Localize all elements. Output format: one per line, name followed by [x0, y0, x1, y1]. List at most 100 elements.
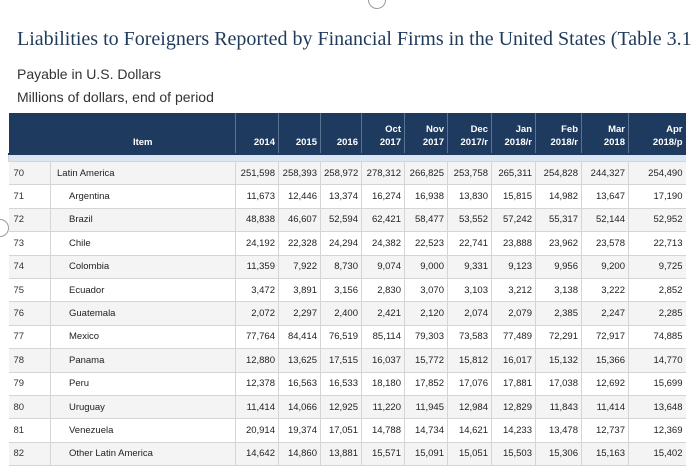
- value-cell: 58,477: [404, 208, 448, 233]
- row-line-number: 75: [8, 278, 51, 303]
- value-cell: 2,074: [447, 301, 492, 326]
- value-cell: 23,962: [535, 231, 582, 256]
- header-cell-period: 2014: [235, 113, 279, 154]
- value-cell: 62,421: [361, 208, 405, 233]
- value-cell: 11,945: [404, 395, 448, 420]
- value-cell: 20,914: [235, 418, 279, 443]
- row-line-number: 74: [8, 255, 51, 279]
- value-cell: 84,414: [278, 325, 321, 350]
- value-cell: 18,180: [361, 372, 405, 396]
- value-cell: 17,515: [320, 348, 362, 373]
- value-cell: 17,852: [404, 372, 448, 396]
- header-cell-period: Mar 2018: [581, 113, 629, 154]
- value-cell: 266,825: [404, 161, 448, 186]
- table-row: 72 Brazil 48,838 46,607 52,594 62,421 58,477 53…: [8, 208, 686, 233]
- value-cell: 253,758: [447, 161, 492, 186]
- row-line-number: 78: [8, 348, 51, 373]
- value-cell: 15,091: [404, 442, 448, 466]
- value-cell: 2,285: [628, 301, 686, 326]
- value-cell: 22,713: [628, 231, 686, 256]
- header-cell-period: 2016: [320, 113, 362, 154]
- value-cell: 14,734: [404, 418, 448, 443]
- row-item-label: Argentina: [50, 184, 236, 209]
- value-cell: 3,156: [320, 278, 362, 303]
- row-item-label: Brazil: [50, 208, 236, 233]
- table-row: 71 Argentina 11,673 12,446 13,374 16,274 16,93…: [8, 184, 686, 209]
- header-line2: Nov 2017: [422, 124, 444, 148]
- value-cell: 2,247: [581, 301, 629, 326]
- value-cell: 14,770: [628, 348, 686, 373]
- value-cell: 12,692: [581, 372, 629, 396]
- value-cell: 17,051: [320, 418, 362, 443]
- value-cell: 2,079: [491, 301, 536, 326]
- table-body: 70 Latin America 251,598 258,393 258,972 278,…: [8, 153, 686, 466]
- value-cell: 23,578: [581, 231, 629, 256]
- header-cell-period: Nov 2017: [404, 113, 448, 154]
- header-cell-item: Item: [50, 113, 236, 154]
- subtitle-currency: Payable in U.S. Dollars: [17, 66, 161, 82]
- value-cell: 72,291: [535, 325, 582, 350]
- value-cell: 2,852: [628, 278, 686, 303]
- table-header: Item 2014 2015 2016 Oct 2017 Nov 2017 Dec 2017/…: [8, 113, 686, 154]
- header-cell-period: Jan 2018/r: [491, 113, 536, 154]
- row-line-number: 76: [8, 301, 51, 326]
- header-line2: Oct 2017: [379, 124, 401, 148]
- table-row: 74 Colombia 11,359 7,922 8,730 9,074 9,000 9,33…: [8, 255, 686, 279]
- value-cell: 76,519: [320, 325, 362, 350]
- value-cell: 15,163: [581, 442, 629, 466]
- value-cell: 9,074: [361, 255, 405, 279]
- page-title: Liabilities to Foreigners Reported by Fi…: [17, 28, 691, 51]
- header-line2: 2014: [253, 137, 275, 148]
- header-line2: Item: [132, 137, 153, 148]
- value-cell: 12,737: [581, 418, 629, 443]
- value-cell: 12,829: [491, 395, 536, 420]
- value-cell: 22,741: [447, 231, 492, 256]
- value-cell: 12,378: [235, 372, 279, 396]
- value-cell: 3,212: [491, 278, 536, 303]
- value-cell: 16,533: [320, 372, 362, 396]
- row-item-label: Chile: [50, 231, 236, 256]
- value-cell: 9,123: [491, 255, 536, 279]
- header-line1: Feb: [561, 124, 578, 135]
- value-cell: 15,571: [361, 442, 405, 466]
- value-cell: 2,421: [361, 301, 405, 326]
- table-row: 80 Uruguay 11,414 14,066 12,925 11,220 11,945 1…: [8, 395, 686, 420]
- header-line1: Jan: [515, 124, 532, 135]
- header-cell-period: Feb 2018/r: [535, 113, 582, 154]
- value-cell: 19,374: [278, 418, 321, 443]
- value-cell: 52,952: [628, 208, 686, 233]
- value-cell: 258,972: [320, 161, 362, 186]
- value-cell: 13,478: [535, 418, 582, 443]
- value-cell: 57,242: [491, 208, 536, 233]
- header-line2: 2016: [336, 137, 358, 148]
- data-table: Item 2014 2015 2016 Oct 2017 Nov 2017 Dec 2017/…: [8, 113, 686, 466]
- value-cell: 24,192: [235, 231, 279, 256]
- value-cell: 14,982: [535, 184, 582, 209]
- table-row: 82 Other Latin America 14,642 14,860 13,881 1…: [8, 442, 686, 466]
- value-cell: 17,076: [447, 372, 492, 396]
- value-cell: 15,772: [404, 348, 448, 373]
- value-cell: 24,294: [320, 231, 362, 256]
- value-cell: 79,303: [404, 325, 448, 350]
- value-cell: 23,888: [491, 231, 536, 256]
- value-cell: 9,000: [404, 255, 448, 279]
- header-line2: 2018/r: [550, 137, 578, 148]
- value-cell: 12,984: [447, 395, 492, 420]
- page-title-text: Liabilities to Foreigners Reported by Fi…: [17, 28, 691, 50]
- header-cell-period: Oct 2017: [361, 113, 405, 154]
- value-cell: 22,523: [404, 231, 448, 256]
- value-cell: 3,103: [447, 278, 492, 303]
- value-cell: 46,607: [278, 208, 321, 233]
- value-cell: 2,830: [361, 278, 405, 303]
- table-row: 81 Venezuela 20,914 19,374 17,051 14,788 14,73…: [8, 418, 686, 443]
- row-item-label: Mexico: [50, 325, 236, 350]
- value-cell: 244,327: [581, 161, 629, 186]
- table-row: 73 Chile 24,192 22,328 24,294 24,382 22,523 22,…: [8, 231, 686, 256]
- value-cell: 3,070: [404, 278, 448, 303]
- table-row: 78 Panama 12,880 13,625 17,515 16,037 15,772 15…: [8, 348, 686, 373]
- row-item-label: Panama: [50, 348, 236, 373]
- row-item-label: Guatemala: [50, 301, 236, 326]
- row-item-label: Peru: [50, 372, 236, 396]
- value-cell: 15,812: [447, 348, 492, 373]
- row-item-label: Other Latin America: [50, 442, 236, 466]
